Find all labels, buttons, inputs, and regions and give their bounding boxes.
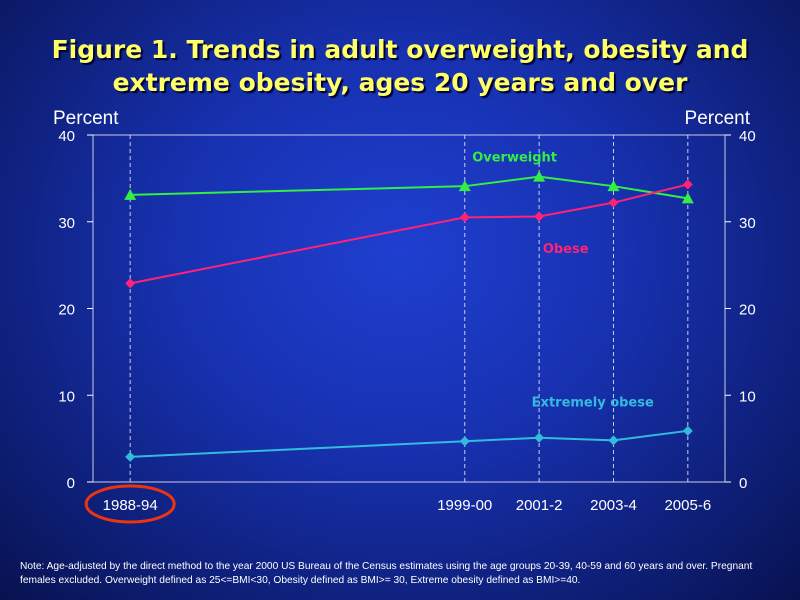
y-tick-label-right-2: 20: [739, 302, 756, 319]
y-tick-label-right-0: 0: [739, 475, 747, 492]
point-obese-1: [459, 212, 470, 223]
y-tick-label-left-1: 10: [58, 388, 75, 405]
point-overweight-1: [458, 180, 471, 192]
y-tick-label-left-2: 20: [58, 302, 75, 319]
chart-title: Figure 1. Trends in adult overweight, ob…: [0, 33, 800, 99]
y-tick-label-left-0: 0: [67, 475, 75, 492]
point-overweight-2: [533, 170, 546, 182]
point-extremely_obese-1: [459, 436, 470, 447]
point-extremely_obese-4: [682, 425, 693, 436]
y-tick-label-right-3: 30: [739, 215, 756, 232]
point-overweight-0: [124, 188, 137, 200]
x-tick-label-3: 2003-4: [590, 497, 637, 514]
chart-title-line-2: extreme obesity, ages 20 years and over: [112, 68, 688, 97]
series-label-overweight: Overweight: [472, 151, 557, 166]
point-obese-2: [534, 211, 545, 222]
x-tick-label-0: 1988-94: [103, 497, 158, 514]
footnote: Note: Age-adjusted by the direct method …: [20, 561, 753, 586]
y-tick-label-left-3: 30: [58, 215, 75, 232]
point-obese-3: [608, 197, 619, 208]
point-overweight-4: [681, 192, 694, 204]
series-label-extremely_obese: Extremely obese: [532, 395, 654, 410]
point-overweight-3: [607, 180, 620, 192]
point-extremely_obese-2: [534, 432, 545, 443]
x-tick-label-4: 2005-6: [664, 497, 711, 514]
series-line-overweight: [130, 175, 688, 200]
y-tick-label-right-1: 10: [739, 388, 756, 405]
y-tick-label-left-4: 40: [58, 128, 75, 145]
x-tick-label-1: 1999-00: [437, 497, 492, 514]
point-extremely_obese-3: [608, 435, 619, 446]
chart-title-line-1: Figure 1. Trends in adult overweight, ob…: [51, 35, 749, 64]
y-axis-label-right: Percent: [685, 108, 751, 129]
x-tick-label-2: 2001-2: [516, 497, 563, 514]
point-extremely_obese-0: [125, 451, 136, 462]
y-axis-label-left: Percent: [53, 108, 119, 129]
point-obese-0: [125, 278, 136, 289]
series-line-obese: [129, 183, 689, 285]
highlight-circle: [84, 484, 176, 524]
series-label-obese: Obese: [543, 242, 589, 257]
y-tick-label-right-4: 40: [739, 128, 756, 145]
point-obese-4: [682, 179, 693, 190]
series-line-extremely_obese: [130, 429, 688, 458]
